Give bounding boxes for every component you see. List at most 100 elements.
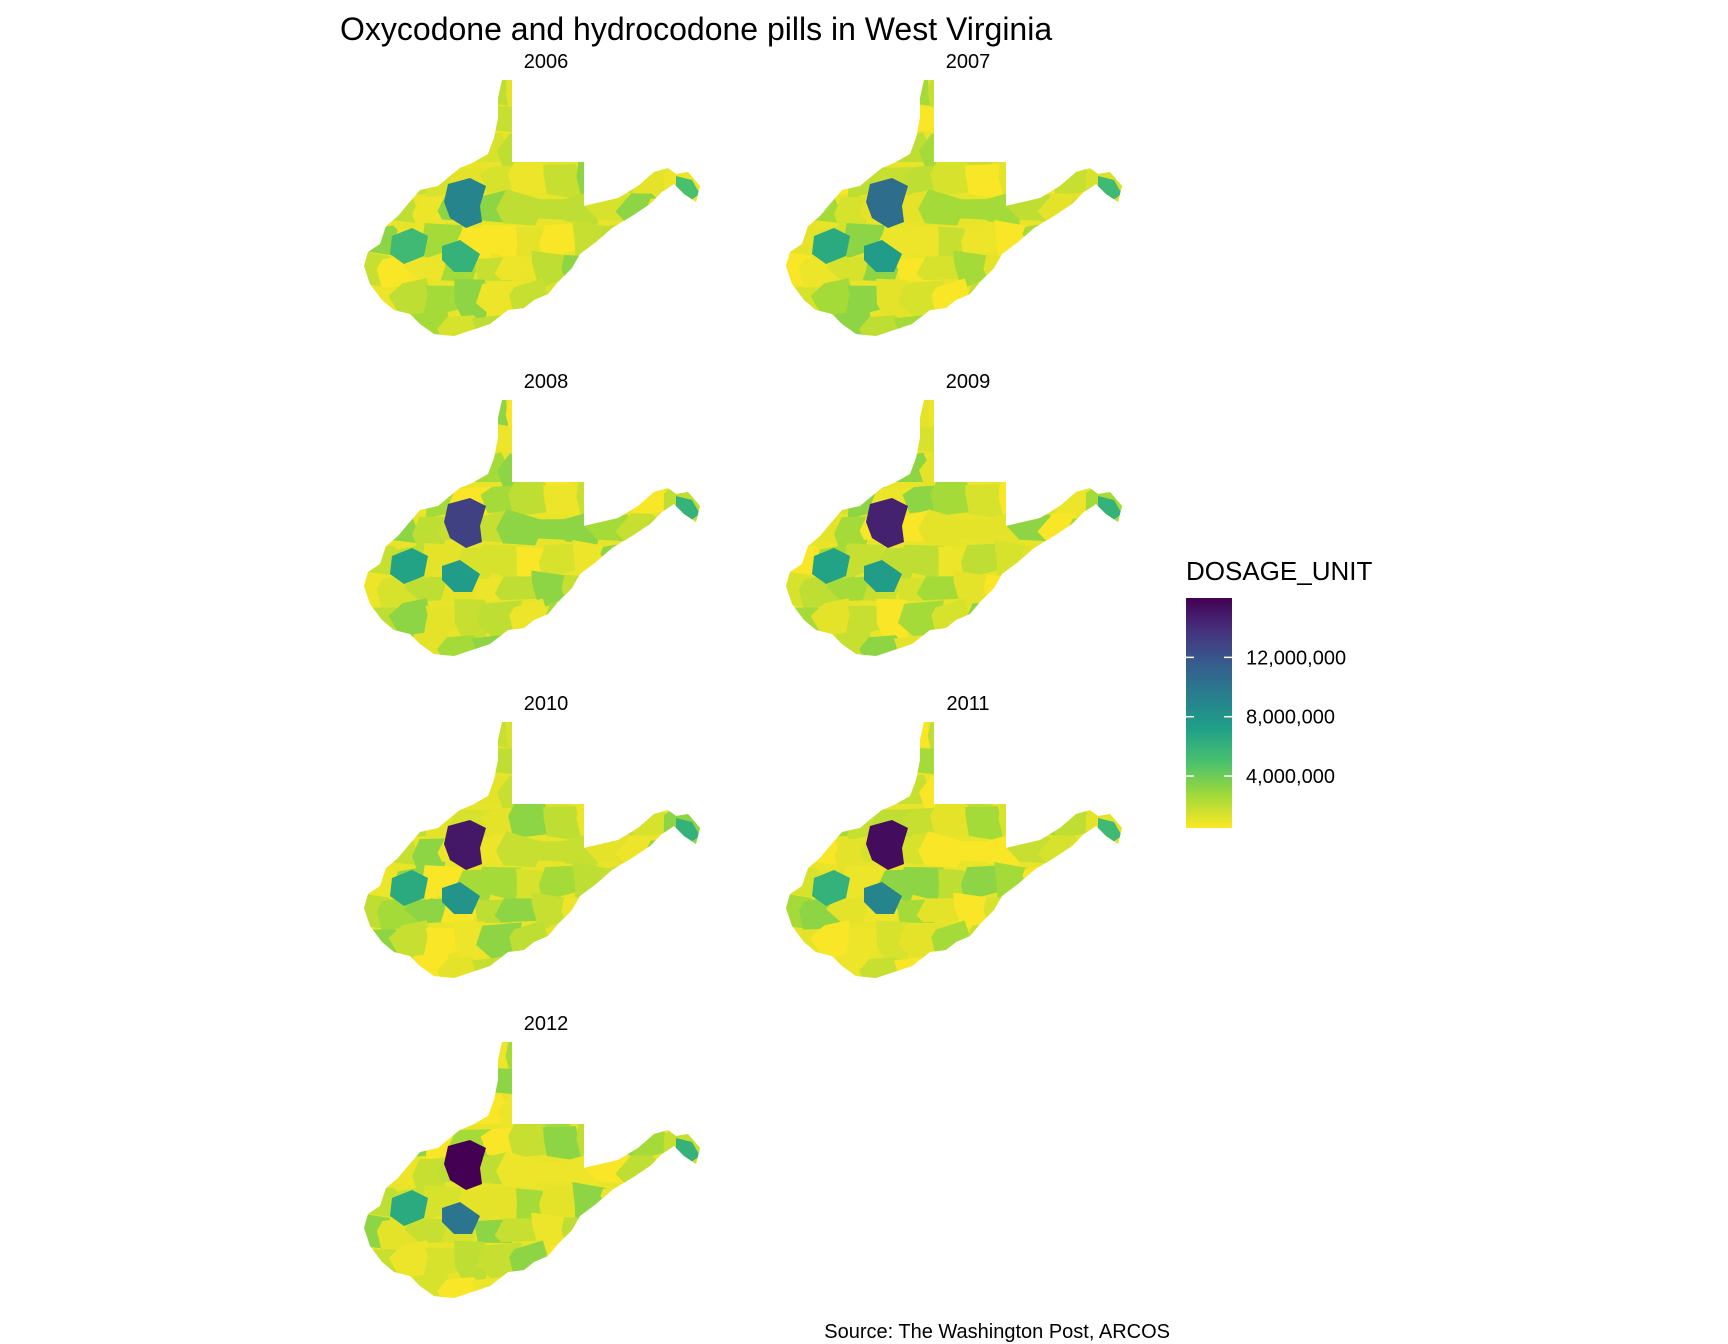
county <box>438 400 488 426</box>
county <box>603 1068 642 1098</box>
county <box>570 100 616 138</box>
county <box>570 742 616 780</box>
county <box>593 568 636 606</box>
map-panel-2007: 2007 <box>786 51 1122 336</box>
county-hotspot <box>382 1136 408 1164</box>
county <box>508 801 551 839</box>
county <box>947 453 994 487</box>
county <box>949 722 992 749</box>
county <box>1040 631 1084 656</box>
county <box>802 80 840 110</box>
map-panel-2006: 2006 <box>364 51 700 336</box>
county <box>412 838 450 872</box>
county <box>938 868 971 902</box>
county <box>542 419 583 457</box>
county <box>496 1276 538 1298</box>
county <box>480 425 522 453</box>
county <box>422 605 461 639</box>
county <box>364 1042 392 1071</box>
county <box>376 193 418 224</box>
county <box>663 606 700 634</box>
county <box>930 159 973 197</box>
county <box>690 924 700 960</box>
county <box>364 771 389 808</box>
county <box>1048 224 1100 250</box>
county <box>561 254 608 290</box>
county <box>982 128 1024 164</box>
legend-ticks: 12,000,000 8,000,000 4,000,000 <box>1186 647 1346 788</box>
county <box>364 722 392 751</box>
county <box>1103 892 1122 922</box>
county <box>786 400 814 429</box>
county <box>563 80 608 106</box>
county <box>364 1091 389 1128</box>
county <box>676 1275 700 1298</box>
county <box>584 1042 634 1070</box>
county <box>949 400 992 427</box>
county <box>496 509 541 546</box>
county <box>412 1158 450 1192</box>
legend-tick-label: 4,000,000 <box>1246 766 1335 788</box>
county <box>524 308 568 336</box>
map-panel-2011: 2011 <box>786 693 1122 978</box>
county <box>364 312 388 336</box>
state-map <box>364 400 700 656</box>
county <box>1011 628 1060 656</box>
county <box>376 1155 418 1186</box>
county <box>810 598 853 640</box>
county <box>630 741 676 777</box>
county <box>834 516 872 550</box>
county <box>646 516 697 549</box>
county <box>667 219 699 258</box>
county <box>1054 283 1097 313</box>
county <box>527 80 570 107</box>
county <box>630 99 676 135</box>
county <box>918 314 960 336</box>
county <box>603 426 642 456</box>
county <box>844 285 883 319</box>
county <box>934 741 974 774</box>
county <box>1011 950 1060 978</box>
county <box>471 315 518 336</box>
county <box>810 278 853 320</box>
county <box>833 457 875 482</box>
county <box>693 100 700 138</box>
county <box>946 628 990 656</box>
county <box>437 135 485 160</box>
county <box>844 605 883 639</box>
county <box>893 957 940 978</box>
county <box>1072 893 1116 927</box>
county-hotspot <box>516 448 546 474</box>
county <box>496 189 541 226</box>
county <box>918 634 960 656</box>
small-multiple-maps: 2006 2007 2008 2009 2010 2011 2012 <box>364 51 1122 1298</box>
county <box>930 801 973 839</box>
county-hotspot <box>864 560 902 592</box>
state-map <box>364 1042 700 1298</box>
county <box>802 400 840 430</box>
county <box>570 420 616 458</box>
county <box>603 748 642 778</box>
county <box>661 422 700 460</box>
county <box>1068 838 1119 871</box>
county <box>677 722 700 743</box>
county <box>1006 400 1056 428</box>
county <box>844 927 883 961</box>
county <box>395 808 430 837</box>
county <box>927 400 961 429</box>
county <box>410 1042 455 1072</box>
county <box>693 1062 700 1100</box>
county <box>661 1064 700 1102</box>
county <box>934 99 974 132</box>
county-hotspot <box>444 820 486 870</box>
state-map <box>786 80 1122 336</box>
county <box>681 449 700 482</box>
county <box>826 898 876 924</box>
county <box>496 831 541 868</box>
county <box>411 1099 453 1124</box>
county <box>593 771 638 805</box>
county <box>364 1274 388 1298</box>
county <box>983 310 1026 336</box>
county <box>589 628 638 656</box>
county <box>786 449 811 486</box>
